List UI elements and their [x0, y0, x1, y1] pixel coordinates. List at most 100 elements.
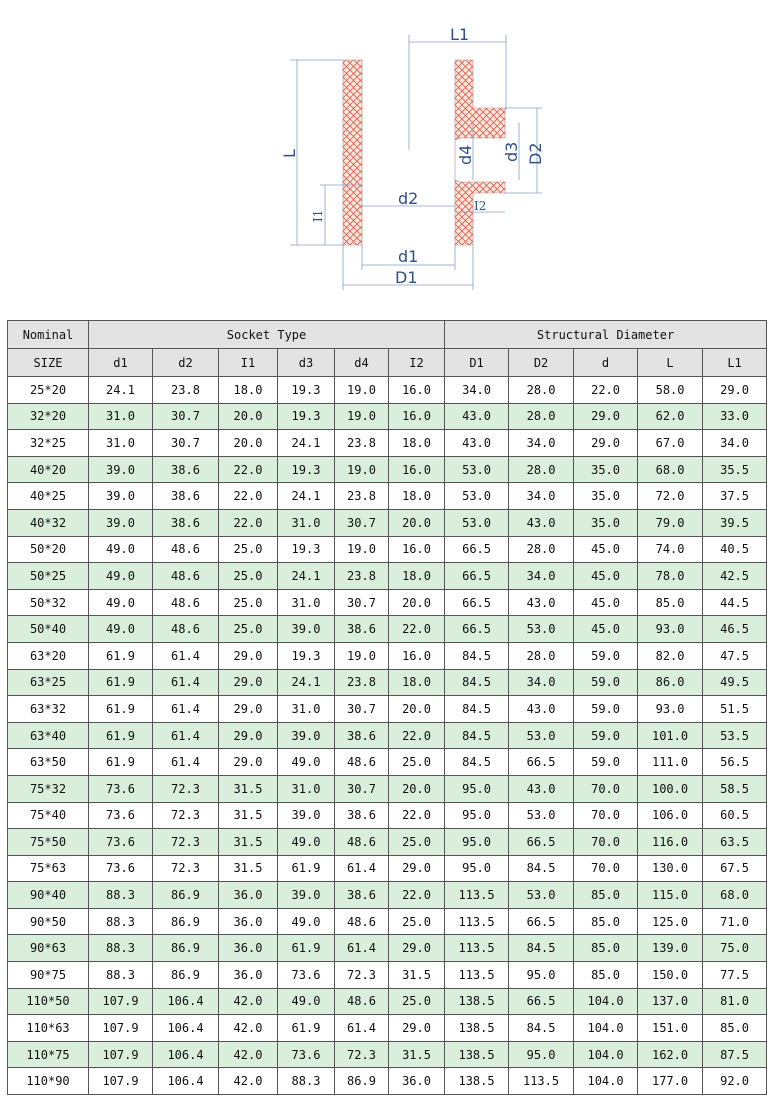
cell-d3: 24.1: [277, 482, 335, 510]
cell-i1: 42.0: [218, 1014, 278, 1042]
column-header-i2: I2: [387, 348, 446, 377]
cell-l1: 60.5: [702, 801, 768, 830]
cell-d4: 38.6: [334, 615, 389, 643]
cell-size: 75*50: [7, 828, 89, 856]
cell-size: 40*32: [7, 508, 89, 537]
cell-d1: 95.0: [444, 828, 510, 856]
cell-l1: 53.5: [702, 721, 768, 750]
cell-l: 74.0: [637, 535, 704, 564]
cell-d1: 66.5: [444, 562, 510, 590]
cell-d3: 19.3: [277, 376, 335, 404]
table-row: 90*75 88.3 86.9 36.0 73.6 72.3 31.5 113.5 95.0 85…: [7, 961, 768, 989]
table-row: 63*32 61.9 61.4 29.0 31.0 30.7 20.0 84.5 43.0 59.…: [7, 695, 768, 723]
cell-d2: 106.4: [152, 987, 219, 1016]
cell-l: 79.0: [637, 508, 704, 537]
cell-d2: 72.3: [152, 854, 219, 883]
cell-d4: 86.9: [334, 1067, 389, 1096]
cell-l1: 39.5: [702, 508, 768, 537]
cell-d: 104.0: [573, 1067, 639, 1096]
cell-d4: 19.0: [334, 402, 389, 431]
cell-i2: 29.0: [387, 1014, 446, 1042]
label-D2: D2: [526, 143, 545, 166]
cell-size: 90*40: [7, 881, 89, 909]
group-header-row: Nominal Socket Type Structural Diameter: [7, 320, 768, 349]
cell-d2: 43.0: [508, 695, 575, 723]
table-row: 75*32 73.6 72.3 31.5 31.0 30.7 20.0 95.0 43.0 70.…: [7, 774, 768, 803]
cell-d3: 19.3: [277, 402, 335, 431]
cell-size: 90*50: [7, 907, 89, 936]
cell-d2: 106.4: [152, 1040, 219, 1069]
cell-d4: 61.4: [334, 854, 389, 883]
cell-d: 59.0: [573, 695, 639, 723]
cell-i1: 36.0: [218, 934, 278, 963]
column-header-d2: d2: [152, 348, 219, 377]
cell-d2: 95.0: [508, 1040, 575, 1069]
table-row: 110*63 107.9 106.4 42.0 61.9 61.4 29.0 138.5 84.…: [7, 1014, 768, 1042]
cell-d1: 84.5: [444, 668, 510, 697]
cell-d1: 95.0: [444, 854, 510, 883]
table-row: 32*20 31.0 30.7 20.0 19.3 19.0 16.0 43.0 28.0 29.…: [7, 402, 768, 431]
cell-i1: 25.0: [218, 535, 278, 564]
cell-d4: 48.6: [334, 748, 389, 776]
cell-d1: 66.5: [444, 588, 510, 617]
cell-d1: 88.3: [88, 881, 153, 909]
cell-d2: 34.0: [508, 429, 575, 457]
cell-i1: 42.0: [218, 987, 278, 1016]
label-L1: L1: [450, 25, 469, 44]
cell-d2: 34.0: [508, 562, 575, 590]
cell-i2: 25.0: [387, 748, 446, 776]
cell-i1: 29.0: [218, 641, 278, 670]
cell-i2: 20.0: [387, 508, 446, 537]
cell-d: 29.0: [573, 402, 639, 431]
cell-i2: 31.5: [387, 1040, 446, 1069]
cell-i2: 22.0: [387, 721, 446, 750]
cell-d1: 73.6: [88, 854, 153, 883]
header-structural-diameter: Structural Diameter: [444, 320, 768, 349]
cell-d4: 38.6: [334, 801, 389, 830]
cell-l: 68.0: [637, 455, 704, 484]
cell-i1: 22.0: [218, 508, 278, 537]
label-d4: d4: [456, 145, 475, 165]
cell-d1: 61.9: [88, 721, 153, 750]
cell-d1: 113.5: [444, 961, 510, 989]
label-d3: d3: [502, 142, 521, 162]
cell-i1: 31.5: [218, 828, 278, 856]
cell-i2: 22.0: [387, 615, 446, 643]
cell-d1: 113.5: [444, 881, 510, 909]
cell-d1: 107.9: [88, 1067, 153, 1096]
cell-d4: 48.6: [334, 828, 389, 856]
table-row: 63*20 61.9 61.4 29.0 19.3 19.0 16.0 84.5 28.0 59.…: [7, 641, 768, 670]
table-row: 50*20 49.0 48.6 25.0 19.3 19.0 16.0 66.5 28.0 45.…: [7, 535, 768, 564]
cell-d2: 28.0: [508, 376, 575, 404]
cell-size: 75*40: [7, 801, 89, 830]
cell-size: 32*20: [7, 402, 89, 431]
cell-d: 45.0: [573, 615, 639, 643]
cell-d1: 61.9: [88, 641, 153, 670]
cell-d2: 72.3: [152, 801, 219, 830]
cell-d4: 19.0: [334, 455, 389, 484]
cell-d2: 86.9: [152, 934, 219, 963]
cell-d1: 84.5: [444, 748, 510, 776]
cell-size: 63*50: [7, 748, 89, 776]
cell-l: 130.0: [637, 854, 704, 883]
cell-d3: 49.0: [277, 907, 335, 936]
cell-l: 58.0: [637, 376, 704, 404]
cell-d: 59.0: [573, 641, 639, 670]
cell-d4: 72.3: [334, 1040, 389, 1069]
dimension-table: Nominal Socket Type Structural Diameter …: [7, 320, 768, 1096]
cell-d1: 66.5: [444, 535, 510, 564]
cell-i1: 25.0: [218, 562, 278, 590]
cell-d4: 23.8: [334, 429, 389, 457]
cell-size: 63*25: [7, 668, 89, 697]
cell-size: 90*63: [7, 934, 89, 963]
cell-d2: 53.0: [508, 881, 575, 909]
tee-fitting-drawing: L1 L d4 d3 D2 d2 I1 I2 d1 D1: [280, 25, 545, 290]
cell-size: 110*50: [7, 987, 89, 1016]
cell-d2: 72.3: [152, 774, 219, 803]
cell-d3: 49.0: [277, 828, 335, 856]
cell-d: 104.0: [573, 987, 639, 1016]
label-L: L: [280, 149, 299, 158]
cell-d1: 88.3: [88, 934, 153, 963]
cell-d2: 23.8: [152, 376, 219, 404]
cell-size: 110*75: [7, 1040, 89, 1069]
